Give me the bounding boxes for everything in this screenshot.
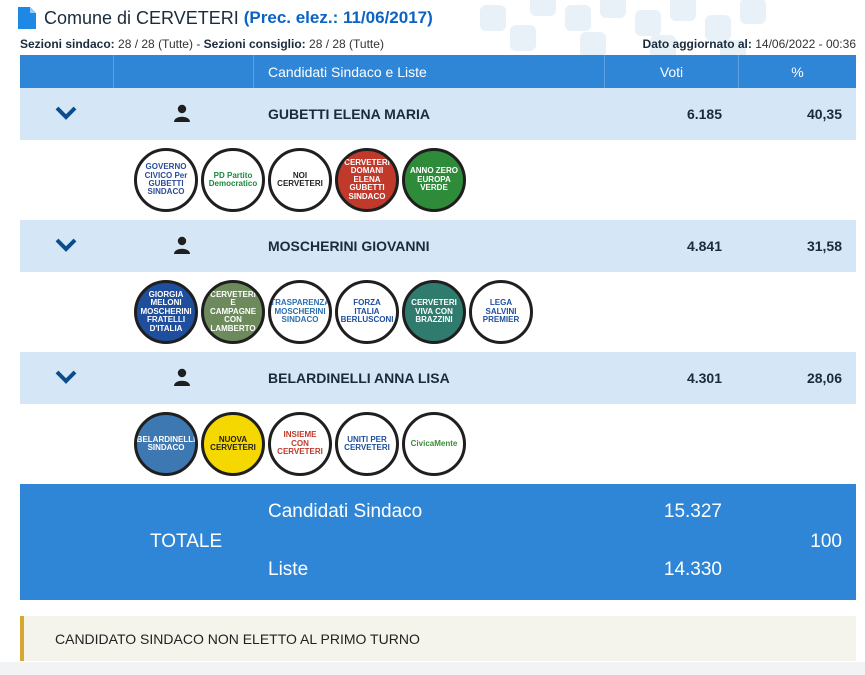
list-logo: CERVETERI DOMANI ELENA GUBETTI SINDACO [335,148,399,212]
list-logo: CERVETERI VIVA CON BRAZZINI [402,280,466,344]
candidate-pct: 28,06 [806,370,842,386]
chevron-down-icon[interactable] [54,368,78,386]
candidate-row: GUBETTI ELENA MARIA 6.185 40,35 [20,88,856,140]
person-icon [174,104,190,122]
list-logos-row: GIORGIA MELONI MOSCHERINI FRATELLI D'ITA… [20,272,856,352]
totals-pct: 100 [810,531,842,552]
footer-strip [0,662,865,675]
updated-label: Dato aggiornato al: [642,37,752,51]
document-icon [18,7,36,29]
candidate-votes: 4.841 [686,238,722,254]
candidate-votes: 4.301 [686,370,722,386]
updated-value: 14/06/2022 - 00:36 [755,37,856,51]
header-expand-col [20,55,114,88]
totals-candidates-label: Candidati Sindaco [268,501,423,522]
totals-lists-votes: 14.330 [663,559,722,580]
list-logo: GOVERNO CIVICO Per GUBETTI SINDACO [134,148,198,212]
candidate-row: MOSCHERINI GIOVANNI 4.841 31,58 [20,220,856,272]
candidate-row: BELARDINELLI ANNA LISA 4.301 28,06 [20,352,856,404]
sezioni-consiglio-value: 28 / 28 (Tutte) [309,37,384,51]
list-logo: TRASPARENZA MOSCHERINI SINDACO [268,280,332,344]
background-pattern [380,0,865,60]
candidate-name: GUBETTI ELENA MARIA [268,106,431,122]
header-votes-col: Voti [605,55,739,88]
candidate-pct: 31,58 [806,238,842,254]
list-logo: UNITI PER CERVETERI [335,412,399,476]
sezioni-sindaco-label: Sezioni sindaco: [20,37,115,51]
separator: - [196,37,201,51]
totals-lists-label: Liste [268,559,309,580]
update-info: Dato aggiornato al: 14/06/2022 - 00:36 [643,37,856,51]
list-logo: PD Partito Democratico [201,148,265,212]
page-header: Comune di CERVETERI (Prec. elez.: 11/06/… [18,5,433,31]
list-logo: GIORGIA MELONI MOSCHERINI FRATELLI D'ITA… [134,280,198,344]
header-candidates-col: Candidati Sindaco e Liste [254,55,605,88]
list-logos-row: GOVERNO CIVICO Per GUBETTI SINDACO PD Pa… [20,140,856,220]
list-logo: CERVETERI E CAMPAGNE CON LAMBERTO [201,280,265,344]
person-icon [174,368,190,386]
sezioni-sindaco-value: 28 / 28 (Tutte) [118,37,193,51]
candidate-votes: 6.185 [686,106,722,122]
sections-summary: Sezioni sindaco: 28 / 28 (Tutte) - Sezio… [20,37,384,51]
list-logo: NUOVA CERVETERI [201,412,265,476]
chevron-down-icon[interactable] [54,236,78,254]
sezioni-consiglio-label: Sezioni consiglio: [203,37,306,51]
candidate-pct: 40,35 [806,106,842,122]
previous-election-link[interactable]: (Prec. elez.: 11/06/2017) [243,8,433,27]
list-logo: FORZA ITALIA BERLUSCONI [335,280,399,344]
list-logo: BELARDINELLI SINDACO [134,412,198,476]
sections-info: Sezioni sindaco: 28 / 28 (Tutte) - Sezio… [20,37,856,51]
totals-candidates-votes: 15.327 [663,501,722,522]
page-title: Comune di CERVETERI [44,7,239,28]
not-elected-notice: CANDIDATO SINDACO NON ELETTO AL PRIMO TU… [20,616,856,661]
list-logo: CivicaMente [402,412,466,476]
results-table-header: Candidati Sindaco e Liste Voti % [20,55,856,88]
candidate-name: BELARDINELLI ANNA LISA [268,370,450,386]
list-logo: LEGA SALVINI PREMIER [469,280,533,344]
person-icon [174,236,190,254]
list-logo: NOI CERVETERI [268,148,332,212]
totals-label: TOTALE [150,531,223,552]
list-logos-row: BELARDINELLI SINDACO NUOVA CERVETERI INS… [20,404,856,484]
list-logo: INSIEME CON CERVETERI [268,412,332,476]
chevron-down-icon[interactable] [54,104,78,122]
header-icon-col [114,55,254,88]
candidate-name: MOSCHERINI GIOVANNI [268,238,430,254]
header-pct-col: % [791,63,804,80]
totals-block: TOTALE Candidati Sindaco 15.327 Liste 14… [20,484,856,600]
list-logo: ANNO ZERO EUROPA VERDE [402,148,466,212]
